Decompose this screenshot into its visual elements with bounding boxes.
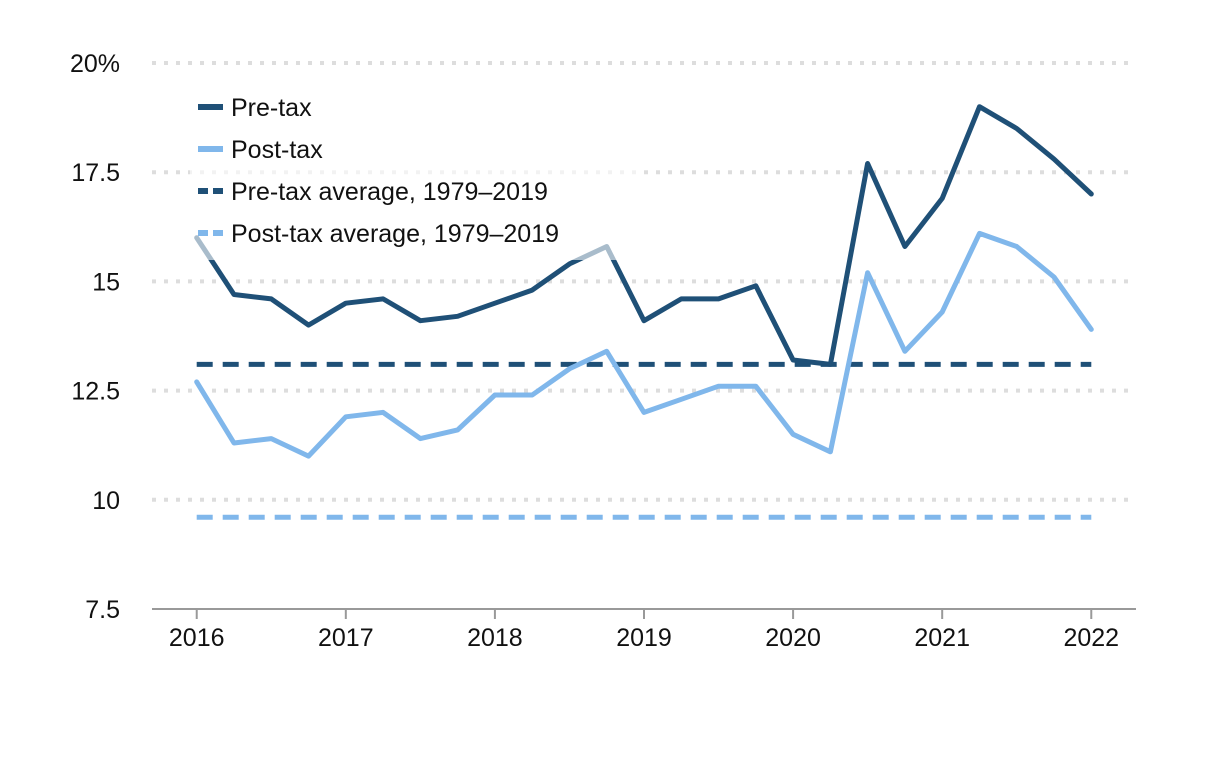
x-axis-ticks xyxy=(195,609,1093,619)
legend: Pre-tax Post-tax Pre-tax average, 1979–201… xyxy=(198,94,559,248)
y-tick-label-10: 10 xyxy=(92,487,120,515)
legend-background xyxy=(190,84,638,260)
y-tick-label-7.5: 7.5 xyxy=(85,596,120,624)
y-tick-label-17.5: 17.5 xyxy=(71,159,120,187)
x-tick-label-2019: 2019 xyxy=(616,624,672,652)
y-axis-tick-labels: 7.5 10 12.5 15 17.5 20% xyxy=(70,50,120,624)
x-tick-label-2016: 2016 xyxy=(169,624,225,652)
legend-background-box xyxy=(190,84,638,260)
x-tick-label-2018: 2018 xyxy=(467,624,523,652)
series-line-1 xyxy=(194,230,1094,459)
x-axis-tick-labels: 2016 2017 2018 2019 2020 2021 2022 xyxy=(169,624,1119,652)
y-tick-label-15: 15 xyxy=(92,268,120,296)
legend-label-3: Post-tax average, 1979–2019 xyxy=(231,220,559,248)
legend-label-2: Pre-tax average, 1979–2019 xyxy=(231,178,548,206)
x-tick-label-2022: 2022 xyxy=(1063,624,1119,652)
legend-label-1: Post-tax xyxy=(231,136,323,164)
x-tick-label-2021: 2021 xyxy=(914,624,970,652)
gridlines xyxy=(152,61,1136,502)
series-lines xyxy=(194,104,1094,520)
y-tick-label-20%: 20% xyxy=(70,50,120,78)
series-line-0 xyxy=(194,104,1094,367)
x-tick-label-2017: 2017 xyxy=(318,624,374,652)
x-tick-label-2020: 2020 xyxy=(765,624,821,652)
y-tick-label-12.5: 12.5 xyxy=(71,378,120,406)
legend-label-0: Pre-tax xyxy=(231,94,312,122)
